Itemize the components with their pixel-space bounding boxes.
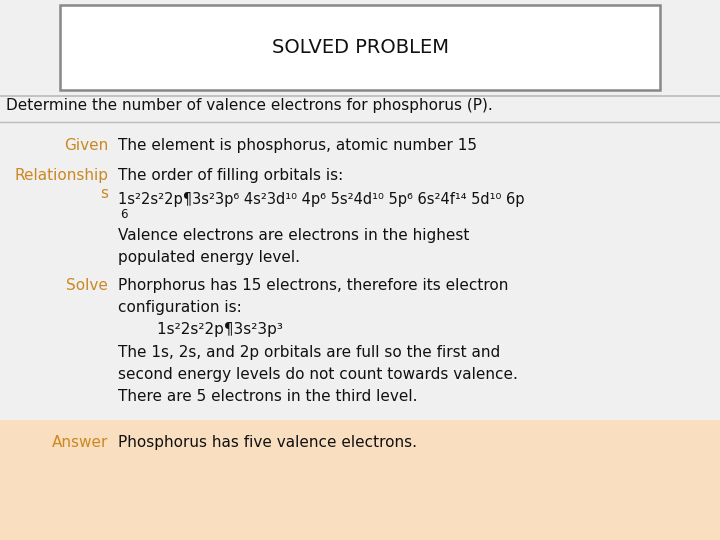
Bar — [60, 5, 660, 90]
Text: 1s²2s²2p¶3s²3p³: 1s²2s²2p¶3s²3p³ — [118, 322, 283, 337]
Text: The 1s, 2s, and 2p orbitals are full so the first and: The 1s, 2s, and 2p orbitals are full so … — [118, 345, 500, 360]
Bar — [0, 420, 720, 540]
Text: Answer: Answer — [52, 435, 108, 450]
Text: 1s²2s²2p¶3s²3p⁶ 4s²3d¹⁰ 4p⁶ 5s²4d¹⁰ 5p⁶ 6s²4f¹⁴ 5d¹⁰ 6p: 1s²2s²2p¶3s²3p⁶ 4s²3d¹⁰ 4p⁶ 5s²4d¹⁰ 5p⁶ … — [118, 192, 524, 207]
Text: second energy levels do not count towards valence.: second energy levels do not count toward… — [118, 367, 518, 382]
Text: Solve: Solve — [66, 278, 108, 293]
Text: Phorphorus has 15 electrons, therefore its electron: Phorphorus has 15 electrons, therefore i… — [118, 278, 508, 293]
Text: Determine the number of valence electrons for phosphorus (P).: Determine the number of valence electron… — [6, 98, 492, 113]
Text: populated energy level.: populated energy level. — [118, 250, 300, 265]
Text: The element is phosphorus, atomic number 15: The element is phosphorus, atomic number… — [118, 138, 477, 153]
Text: The order of filling orbitals is:: The order of filling orbitals is: — [118, 168, 343, 183]
Text: 6: 6 — [120, 208, 127, 221]
Text: Given: Given — [64, 138, 108, 153]
Text: There are 5 electrons in the third level.: There are 5 electrons in the third level… — [118, 389, 418, 404]
Text: Valence electrons are electrons in the highest: Valence electrons are electrons in the h… — [118, 228, 469, 243]
Text: SOLVED PROBLEM: SOLVED PROBLEM — [271, 38, 449, 57]
Text: configuration is:: configuration is: — [118, 300, 242, 315]
Text: Relationship: Relationship — [14, 168, 108, 183]
Text: Phosphorus has five valence electrons.: Phosphorus has five valence electrons. — [118, 435, 417, 450]
Text: s: s — [100, 186, 108, 201]
